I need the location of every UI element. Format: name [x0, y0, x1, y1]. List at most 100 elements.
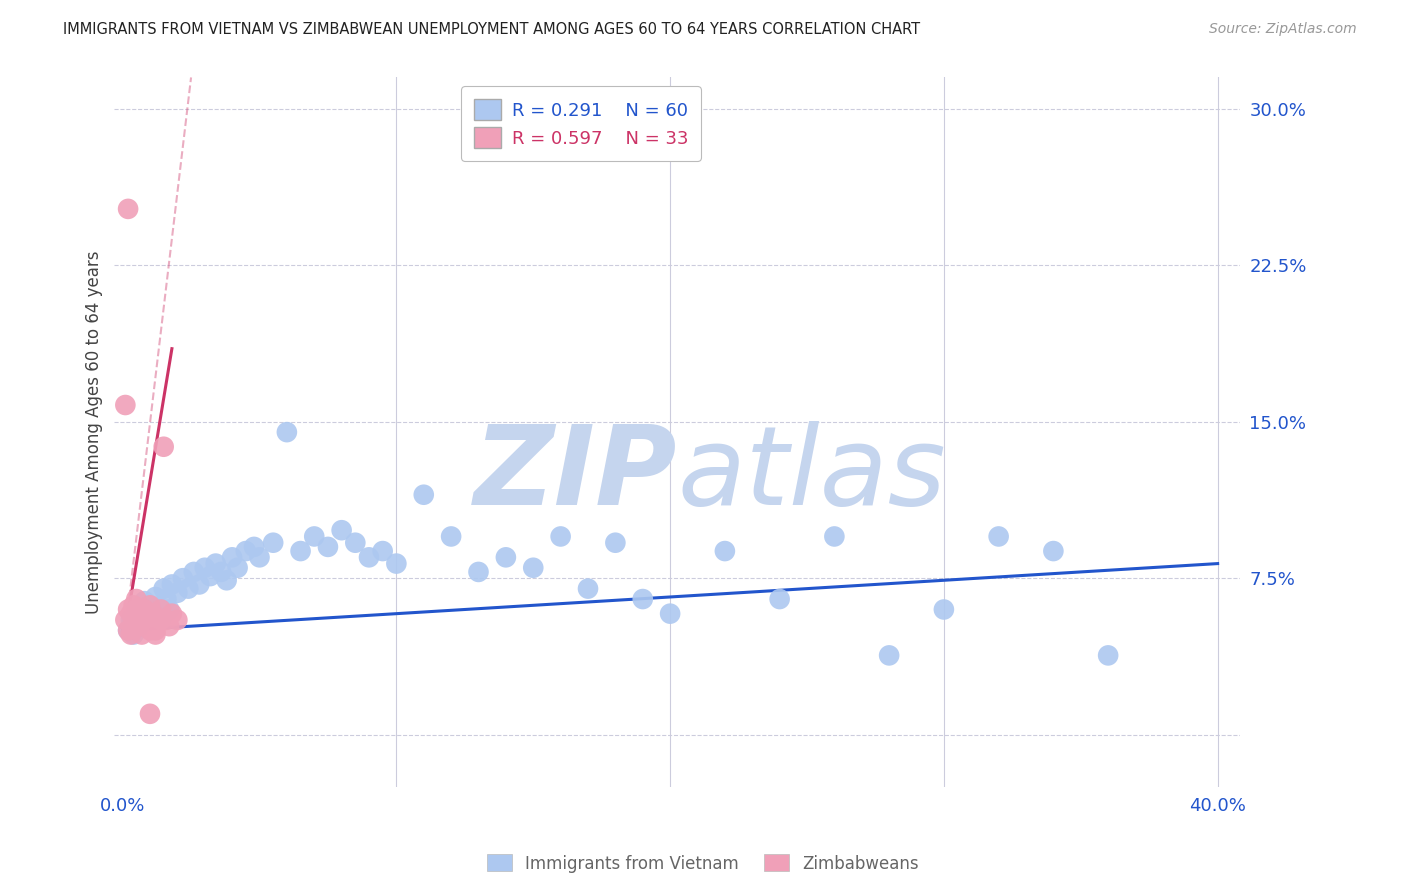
- Point: [139, 599, 162, 613]
- Point: [128, 613, 150, 627]
- Point: [136, 611, 159, 625]
- Point: [114, 398, 136, 412]
- Text: atlas: atlas: [676, 421, 946, 528]
- Point: [117, 602, 139, 616]
- Point: [117, 624, 139, 638]
- Point: [440, 529, 463, 543]
- Point: [131, 627, 153, 641]
- Point: [209, 565, 232, 579]
- Point: [145, 590, 167, 604]
- Point: [714, 544, 737, 558]
- Point: [145, 624, 167, 638]
- Point: [276, 425, 298, 439]
- Text: Source: ZipAtlas.com: Source: ZipAtlas.com: [1209, 22, 1357, 37]
- Point: [330, 523, 353, 537]
- Point: [188, 577, 211, 591]
- Point: [160, 607, 183, 621]
- Point: [576, 582, 599, 596]
- Point: [385, 557, 408, 571]
- Point: [344, 535, 367, 549]
- Point: [136, 607, 159, 621]
- Point: [131, 613, 153, 627]
- Point: [152, 582, 174, 596]
- Point: [157, 619, 180, 633]
- Point: [631, 592, 654, 607]
- Point: [142, 613, 165, 627]
- Point: [120, 607, 142, 621]
- Point: [495, 550, 517, 565]
- Point: [155, 592, 177, 607]
- Point: [122, 619, 145, 633]
- Point: [166, 613, 188, 627]
- Point: [148, 602, 170, 616]
- Point: [134, 602, 156, 616]
- Point: [149, 602, 172, 616]
- Point: [120, 613, 142, 627]
- Text: ZIP: ZIP: [474, 421, 676, 528]
- Point: [304, 529, 326, 543]
- Point: [125, 602, 148, 616]
- Point: [357, 550, 380, 565]
- Point: [122, 599, 145, 613]
- Point: [114, 613, 136, 627]
- Point: [194, 561, 217, 575]
- Point: [316, 540, 339, 554]
- Point: [1042, 544, 1064, 558]
- Point: [467, 565, 489, 579]
- Point: [226, 561, 249, 575]
- Point: [134, 594, 156, 608]
- Point: [215, 574, 238, 588]
- Legend: R = 0.291    N = 60, R = 0.597    N = 33: R = 0.291 N = 60, R = 0.597 N = 33: [461, 87, 700, 161]
- Point: [371, 544, 394, 558]
- Point: [769, 592, 792, 607]
- Text: IMMIGRANTS FROM VIETNAM VS ZIMBABWEAN UNEMPLOYMENT AMONG AGES 60 TO 64 YEARS COR: IMMIGRANTS FROM VIETNAM VS ZIMBABWEAN UN…: [63, 22, 921, 37]
- Point: [134, 619, 156, 633]
- Point: [243, 540, 266, 554]
- Point: [120, 627, 142, 641]
- Point: [117, 624, 139, 638]
- Point: [221, 550, 243, 565]
- Point: [290, 544, 312, 558]
- Point: [172, 571, 194, 585]
- Point: [183, 565, 205, 579]
- Point: [249, 550, 271, 565]
- Point: [122, 627, 145, 641]
- Point: [166, 586, 188, 600]
- Legend: Immigrants from Vietnam, Zimbabweans: Immigrants from Vietnam, Zimbabweans: [481, 847, 925, 880]
- Point: [160, 577, 183, 591]
- Point: [128, 602, 150, 616]
- Point: [235, 544, 257, 558]
- Point: [139, 599, 162, 613]
- Point: [262, 535, 284, 549]
- Point: [139, 706, 162, 721]
- Point: [142, 607, 165, 621]
- Point: [605, 535, 627, 549]
- Point: [128, 619, 150, 633]
- Point: [200, 569, 222, 583]
- Point: [125, 592, 148, 607]
- Point: [157, 602, 180, 616]
- Point: [550, 529, 572, 543]
- Point: [177, 582, 200, 596]
- Point: [987, 529, 1010, 543]
- Point: [823, 529, 845, 543]
- Point: [142, 607, 165, 621]
- Point: [522, 561, 544, 575]
- Point: [139, 624, 162, 638]
- Point: [125, 607, 148, 621]
- Point: [1097, 648, 1119, 663]
- Point: [136, 613, 159, 627]
- Point: [131, 607, 153, 621]
- Point: [877, 648, 900, 663]
- Point: [412, 488, 434, 502]
- Point: [155, 613, 177, 627]
- Point: [117, 202, 139, 216]
- Point: [152, 440, 174, 454]
- Point: [659, 607, 682, 621]
- Y-axis label: Unemployment Among Ages 60 to 64 years: Unemployment Among Ages 60 to 64 years: [86, 251, 103, 614]
- Point: [932, 602, 955, 616]
- Point: [204, 557, 226, 571]
- Point: [149, 613, 172, 627]
- Point: [145, 627, 167, 641]
- Point: [148, 613, 170, 627]
